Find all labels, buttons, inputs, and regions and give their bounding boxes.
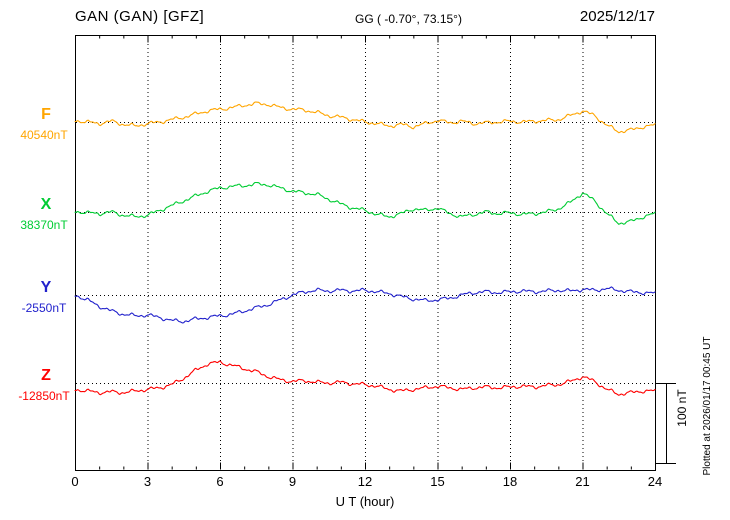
x-tick-label: 6 — [216, 474, 224, 489]
channel-value-z: -12850nT — [18, 389, 70, 403]
channel-label-x: X — [40, 196, 52, 213]
x-tick-label: 9 — [288, 474, 297, 489]
channel-label-y: Y — [40, 279, 52, 296]
channel-value-f: 40540nT — [20, 128, 68, 142]
x-tick-label: 21 — [575, 474, 590, 489]
x-tick-label: 18 — [502, 474, 518, 489]
scale-bar-label: 100 nT — [675, 389, 689, 427]
x-axis-label: U T (hour) — [335, 494, 395, 509]
x-tick-label: 15 — [430, 474, 445, 489]
x-tick-label: 0 — [71, 474, 79, 489]
x-tick-label: 3 — [143, 474, 152, 489]
plot-date: 2025/12/17 — [579, 8, 655, 25]
channel-value-y: -2550nT — [21, 301, 67, 315]
x-tick-label: 12 — [357, 474, 373, 489]
channel-label-f: F — [41, 106, 51, 123]
geographic-coords: GG ( -0.70°, 73.15°) — [355, 12, 462, 26]
x-tick-label: 24 — [647, 474, 663, 489]
channel-value-x: 38370nT — [20, 218, 68, 232]
plotted-at-timestamp: Plotted at 2026/01/17 00:45 UT — [702, 336, 713, 476]
station-title: GAN (GAN) [GFZ] — [75, 8, 205, 25]
channel-label-z: Z — [41, 367, 51, 384]
